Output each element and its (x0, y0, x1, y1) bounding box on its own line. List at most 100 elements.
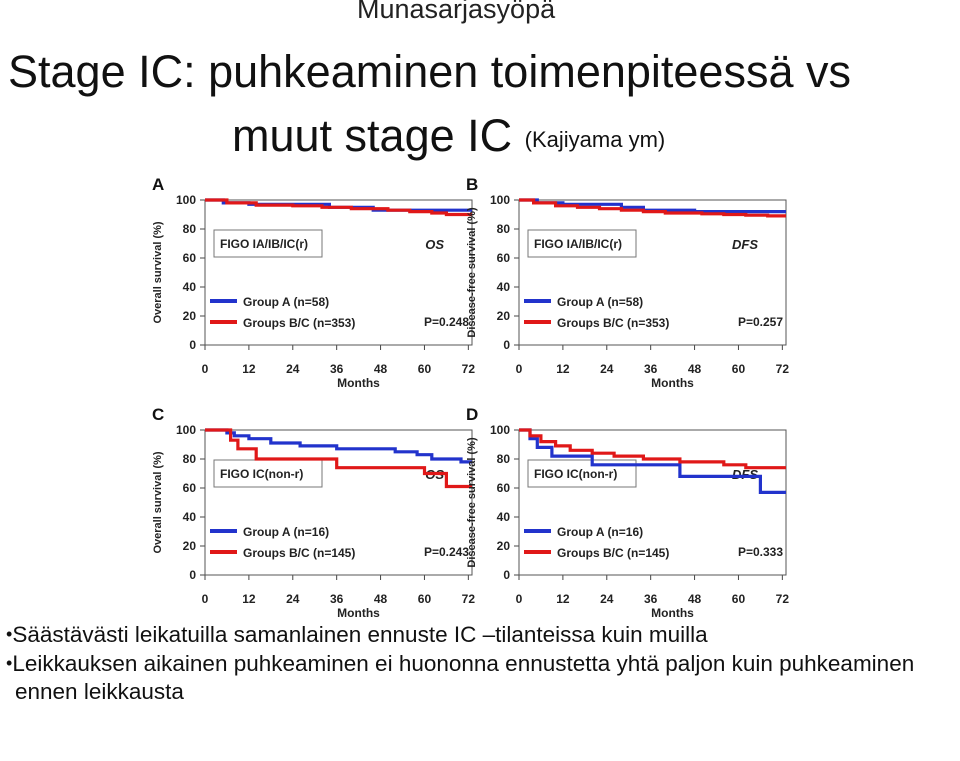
y-axis-label: Overall survival (%) (152, 451, 164, 553)
slide-title-line-1: Stage IC: puhkeaminen toimenpiteessä vs (8, 46, 851, 97)
x-tick-label: 24 (600, 362, 614, 376)
bullet-list: • Säästävästi leikatuilla samanlainen enn… (6, 620, 956, 706)
x-tick-label: 60 (418, 362, 432, 376)
y-tick-label: 0 (503, 568, 510, 582)
y-tick-label: 60 (497, 481, 511, 495)
bullet-dot-icon: • (6, 653, 13, 673)
endpoint-label: DFS (732, 237, 758, 252)
x-tick-label: 48 (688, 592, 702, 606)
x-tick-label: 60 (732, 362, 746, 376)
bullet-item-2: •Leikkauksen aikainen puhkeaminen ei huo… (6, 649, 956, 706)
survival-curve (519, 198, 786, 218)
x-axis-label: Months (337, 376, 380, 390)
x-tick-label: 12 (242, 362, 256, 376)
y-tick-label: 100 (490, 423, 510, 437)
y-tick-label: 100 (176, 423, 196, 437)
survival-curve (519, 428, 786, 470)
y-tick-label: 40 (183, 510, 197, 524)
stage-box-label: FIGO IA/IB/IC(r) (220, 237, 308, 251)
endpoint-label: OS (425, 237, 444, 252)
x-tick-label: 12 (242, 592, 256, 606)
y-tick-label: 40 (497, 510, 511, 524)
y-tick-label: 40 (183, 280, 197, 294)
y-tick-label: 20 (497, 309, 511, 323)
plot-frame (204, 429, 473, 576)
y-tick-label: 20 (183, 309, 197, 323)
plot-frame (518, 199, 787, 346)
stage-box-label: FIGO IC(non-r) (534, 467, 617, 481)
x-tick-label: 0 (516, 362, 523, 376)
x-tick-label: 48 (688, 362, 702, 376)
x-tick-label: 0 (516, 592, 523, 606)
x-tick-label: 24 (600, 592, 614, 606)
survival-curve (205, 428, 472, 489)
x-axis-label: Months (651, 376, 694, 390)
y-tick-label: 80 (497, 452, 511, 466)
stage-box-label: FIGO IA/IB/IC(r) (534, 237, 622, 251)
p-value-label: P=0.257 (738, 315, 783, 329)
x-tick-label: 0 (202, 362, 209, 376)
slide-title-line-2: muut stage IC (Kajiyama ym) (232, 113, 665, 158)
km-panel-d: D Disease-free survival (%) 0 20 40 60 80 100 0 1… (464, 403, 794, 638)
slide-title-source: (Kajiyama ym) (524, 127, 666, 152)
x-tick-label: 24 (286, 362, 300, 376)
x-tick-label: 48 (374, 592, 388, 606)
x-tick-label: 72 (776, 592, 790, 606)
plot-frame (518, 429, 787, 576)
y-axis-label: Disease-free survival (%) (466, 437, 478, 568)
x-tick-label: 72 (776, 362, 790, 376)
endpoint-label: DFS (732, 467, 758, 482)
p-value-label: P=0.243 (424, 545, 469, 559)
panel-letter: A (152, 175, 164, 194)
panel-letter: D (466, 405, 478, 424)
stage-box (213, 459, 323, 488)
y-tick-label: 20 (497, 539, 511, 553)
bullet-text-2: Leikkauksen aikainen puhkeaminen ei huon… (12, 651, 915, 704)
x-tick-label: 72 (462, 362, 476, 376)
slide-subject: Munasarjasyöpä (357, 0, 556, 24)
survival-curve (205, 428, 472, 464)
legend-label: Groups B/C (n=145) (243, 546, 355, 560)
x-tick-label: 24 (286, 592, 300, 606)
km-chart-b: B Disease-free survival (%) 0 20 40 60 80 100 0 1… (466, 175, 790, 390)
panel-letter: B (466, 175, 478, 194)
p-value-label: P=0.248 (424, 315, 469, 329)
panel-letter: C (152, 405, 164, 424)
x-tick-label: 48 (374, 362, 388, 376)
y-axis-label: Disease-free survival (%) (466, 207, 478, 338)
x-tick-label: 36 (330, 592, 344, 606)
legend-label: Group A (n=58) (243, 295, 329, 309)
x-tick-label: 12 (556, 362, 570, 376)
y-tick-label: 40 (497, 280, 511, 294)
km-panel-b: B Disease-free survival (%) 0 20 40 60 80 100 0 1… (464, 173, 794, 408)
p-value-label: P=0.333 (738, 545, 783, 559)
survival-curve (519, 428, 786, 495)
y-tick-label: 60 (183, 251, 197, 265)
km-chart-a: A Overall survival (%) 0 20 40 60 80 100 0 12 24 36… (152, 175, 476, 390)
x-tick-label: 36 (644, 592, 658, 606)
km-chart-c: C Overall survival (%) 0 20 40 60 80 100 0 12 24 36… (152, 405, 475, 620)
y-tick-label: 60 (183, 481, 197, 495)
legend-label: Groups B/C (n=145) (557, 546, 669, 560)
y-tick-label: 0 (189, 568, 196, 582)
y-tick-label: 80 (183, 452, 197, 466)
x-tick-label: 12 (556, 592, 570, 606)
legend-label: Groups B/C (n=353) (557, 316, 669, 330)
y-axis-label: Overall survival (%) (152, 221, 164, 323)
legend-label: Group A (n=58) (557, 295, 643, 309)
y-tick-label: 0 (189, 338, 196, 352)
bullet-item-1: •Säästävästi leikatuilla samanlainen enn… (6, 620, 956, 649)
legend-label: Group A (n=16) (243, 525, 329, 539)
legend-label: Groups B/C (n=353) (243, 316, 355, 330)
y-tick-label: 20 (183, 539, 197, 553)
bullet-text-1: Säästävästi leikatuilla samanlainen ennu… (12, 622, 708, 647)
plot-frame (204, 199, 473, 346)
y-tick-label: 100 (176, 193, 196, 207)
survival-curve (205, 198, 472, 217)
y-tick-label: 100 (490, 193, 510, 207)
stage-box (213, 229, 323, 258)
km-panel-a: A Overall survival (%) 0 20 40 60 80 100 0 12 24 36… (150, 173, 480, 408)
legend-label: Group A (n=16) (557, 525, 643, 539)
x-tick-label: 0 (202, 592, 209, 606)
stage-box-label: FIGO IC(non-r) (220, 467, 303, 481)
